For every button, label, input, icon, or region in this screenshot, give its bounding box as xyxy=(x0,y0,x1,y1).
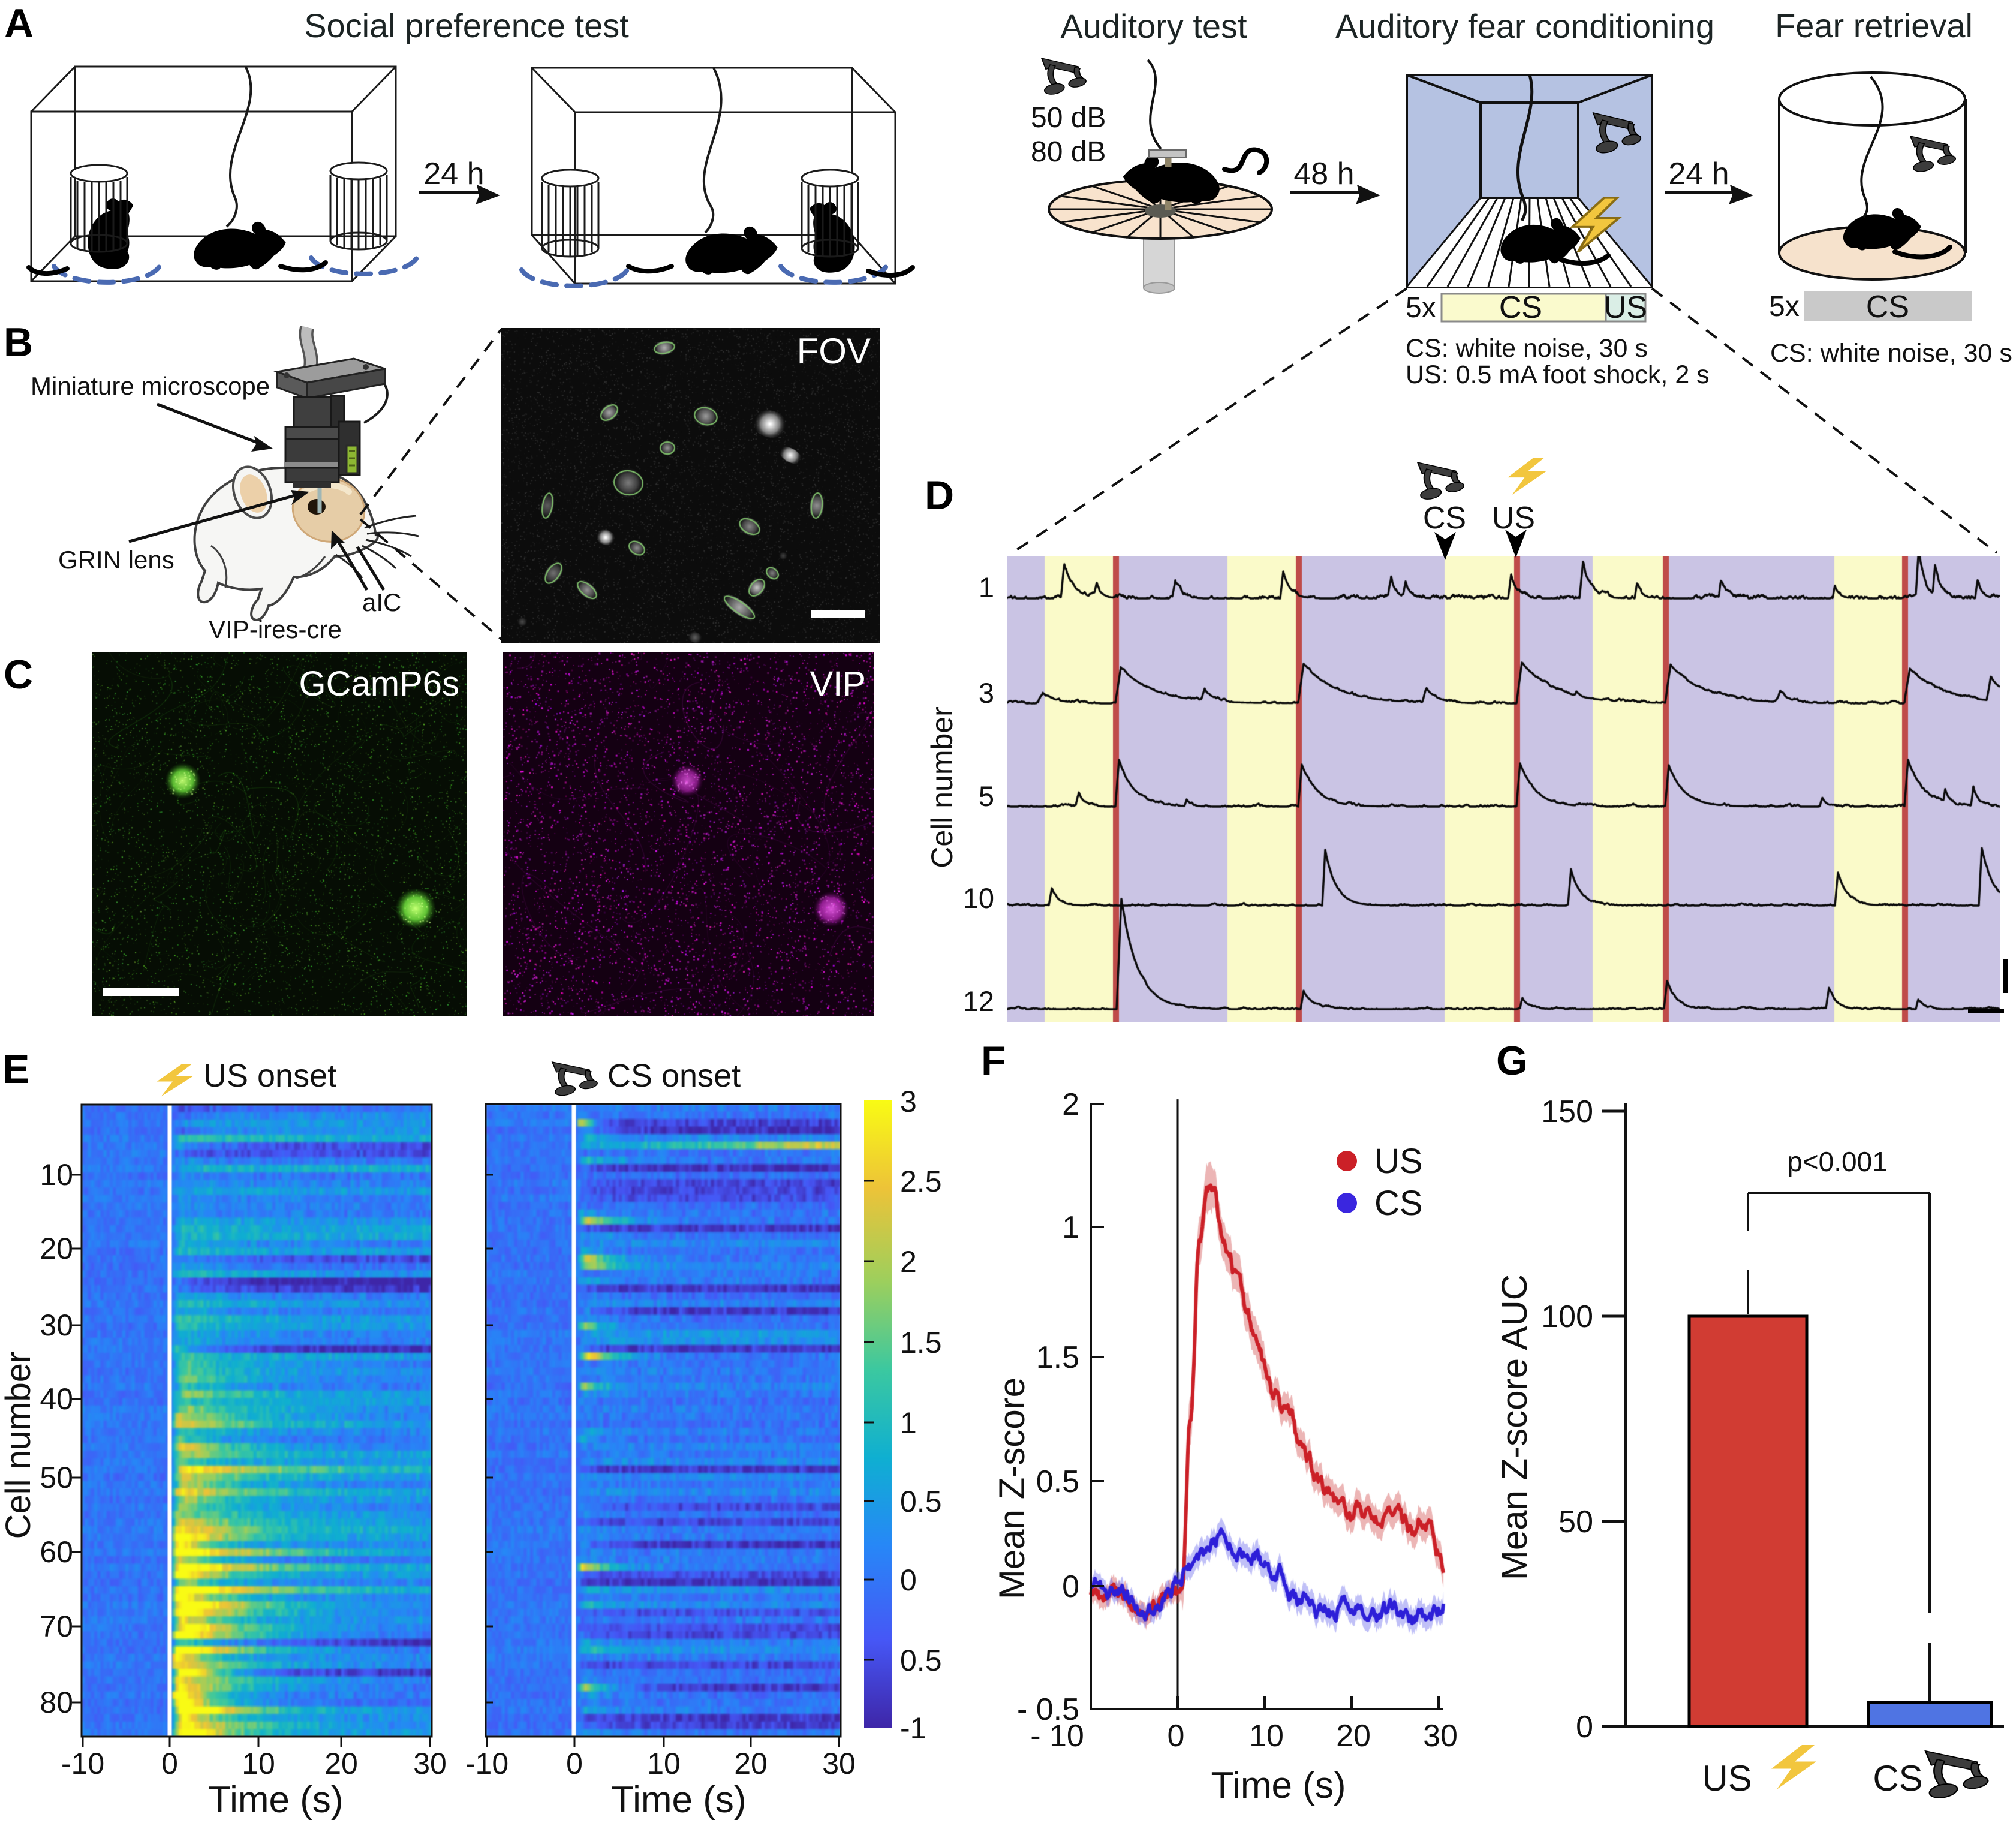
svg-text:24 h: 24 h xyxy=(1668,157,1729,191)
svg-text:p<0.001: p<0.001 xyxy=(1787,1146,1888,1177)
svg-text:20: 20 xyxy=(734,1747,768,1780)
svg-text:-10: -10 xyxy=(61,1747,104,1780)
svg-text:20: 20 xyxy=(324,1747,358,1780)
svg-text:Auditory test: Auditory test xyxy=(1060,7,1247,45)
svg-text:CS: white noise, 30 s: CS: white noise, 30 s xyxy=(1406,334,1648,363)
svg-text:30: 30 xyxy=(413,1747,447,1780)
svg-text:10: 10 xyxy=(242,1747,275,1780)
svg-text:CS: CS xyxy=(1499,290,1542,325)
svg-text:5x: 5x xyxy=(1406,292,1436,324)
svg-text:Social preference test: Social preference test xyxy=(304,7,629,44)
svg-text:0: 0 xyxy=(566,1747,583,1780)
svg-text:0: 0 xyxy=(1576,1710,1593,1744)
svg-text:US onset: US onset xyxy=(203,1058,336,1094)
svg-text:80: 80 xyxy=(40,1686,73,1719)
svg-text:2: 2 xyxy=(900,1245,917,1278)
svg-text:VIP: VIP xyxy=(810,664,866,703)
svg-text:-1: -1 xyxy=(900,1711,926,1745)
svg-text:Time (s): Time (s) xyxy=(612,1779,747,1821)
svg-text:GRIN lens: GRIN lens xyxy=(58,546,174,574)
svg-text:Time (s): Time (s) xyxy=(209,1779,344,1821)
svg-text:1: 1 xyxy=(1062,1210,1079,1245)
svg-text:0: 0 xyxy=(1168,1719,1185,1753)
svg-text:0: 0 xyxy=(1062,1569,1079,1604)
svg-text:A: A xyxy=(4,1,34,46)
svg-text:80 dB: 80 dB xyxy=(1031,136,1106,168)
svg-text:48 h: 48 h xyxy=(1293,157,1354,191)
svg-text:Mean Z-score AUC: Mean Z-score AUC xyxy=(1494,1274,1534,1580)
svg-text:C: C xyxy=(4,652,33,697)
svg-text:40: 40 xyxy=(40,1382,73,1416)
svg-text:30: 30 xyxy=(40,1308,73,1342)
svg-text:1: 1 xyxy=(900,1406,917,1440)
svg-text:50 dB: 50 dB xyxy=(1031,102,1106,134)
svg-text:CS: CS xyxy=(1866,290,1909,324)
svg-text:1.5: 1.5 xyxy=(900,1326,942,1359)
svg-text:2.5: 2.5 xyxy=(900,1165,942,1198)
svg-text:CS: white noise, 30 s: CS: white noise, 30 s xyxy=(1770,339,2012,368)
svg-text:-10: -10 xyxy=(465,1747,508,1780)
svg-text:50: 50 xyxy=(40,1461,73,1494)
svg-text:CS: CS xyxy=(1873,1758,1922,1798)
svg-text:US: US xyxy=(1374,1142,1423,1181)
svg-text:US: US xyxy=(1492,501,1535,536)
svg-text:CS: CS xyxy=(1374,1184,1423,1223)
svg-text:10: 10 xyxy=(1249,1719,1284,1753)
svg-text:US: US xyxy=(1702,1758,1752,1798)
svg-text:- 0.5: - 0.5 xyxy=(1017,1692,1079,1727)
svg-text:5x: 5x xyxy=(1769,291,1800,323)
svg-text:2: 2 xyxy=(1062,1087,1079,1122)
svg-text:12: 12 xyxy=(963,985,994,1017)
svg-text:20: 20 xyxy=(40,1232,73,1265)
svg-text:Auditory fear conditioning: Auditory fear conditioning xyxy=(1335,7,1714,45)
svg-text:Fear retrieval: Fear retrieval xyxy=(1775,7,1973,44)
svg-text:0.5: 0.5 xyxy=(900,1644,942,1677)
svg-text:10: 10 xyxy=(647,1747,681,1780)
svg-text:Mean Z-score: Mean Z-score xyxy=(992,1377,1032,1599)
svg-text:3: 3 xyxy=(979,677,994,709)
svg-text:30: 30 xyxy=(822,1747,856,1780)
svg-text:E: E xyxy=(2,1046,29,1092)
svg-text:FOV: FOV xyxy=(797,331,871,371)
svg-text:10: 10 xyxy=(963,882,994,914)
svg-text:0.5: 0.5 xyxy=(900,1485,942,1518)
svg-text:0.5: 0.5 xyxy=(1036,1464,1079,1499)
svg-text:30: 30 xyxy=(1423,1719,1458,1753)
svg-text:10: 10 xyxy=(40,1158,73,1192)
svg-text:US: US xyxy=(1604,290,1647,325)
svg-text:CS onset: CS onset xyxy=(607,1058,741,1094)
svg-text:0: 0 xyxy=(161,1747,178,1780)
svg-text:70: 70 xyxy=(40,1610,73,1643)
svg-text:F: F xyxy=(981,1038,1006,1084)
svg-text:B: B xyxy=(4,320,33,365)
svg-text:0: 0 xyxy=(900,1563,917,1597)
svg-text:100: 100 xyxy=(1541,1299,1593,1334)
svg-text:CS: CS xyxy=(1423,501,1466,536)
svg-text:5: 5 xyxy=(979,780,994,812)
svg-text:24 h: 24 h xyxy=(423,157,484,191)
svg-text:1: 1 xyxy=(979,571,994,603)
svg-text:GCamP6s: GCamP6s xyxy=(299,664,459,703)
svg-text:Time (s): Time (s) xyxy=(1211,1765,1346,1806)
svg-text:3: 3 xyxy=(900,1085,917,1118)
svg-text:Miniature microscope: Miniature microscope xyxy=(31,372,270,400)
svg-text:1.5: 1.5 xyxy=(1036,1340,1079,1375)
svg-text:Cell number: Cell number xyxy=(0,1352,38,1539)
svg-text:- 10: - 10 xyxy=(1030,1719,1084,1753)
svg-text:60: 60 xyxy=(40,1535,73,1569)
svg-text:VIP-ires-cre: VIP-ires-cre xyxy=(209,615,342,643)
svg-text:D: D xyxy=(925,473,954,518)
svg-text:20: 20 xyxy=(1336,1719,1371,1753)
svg-text:50: 50 xyxy=(1558,1505,1593,1539)
svg-text:US: 0.5 mA foot shock, 2 s: US: 0.5 mA foot shock, 2 s xyxy=(1406,360,1710,389)
svg-text:aIC: aIC xyxy=(362,588,401,616)
svg-text:Cell number: Cell number xyxy=(925,706,959,868)
svg-text:G: G xyxy=(1496,1038,1528,1084)
svg-text:150: 150 xyxy=(1541,1094,1593,1129)
